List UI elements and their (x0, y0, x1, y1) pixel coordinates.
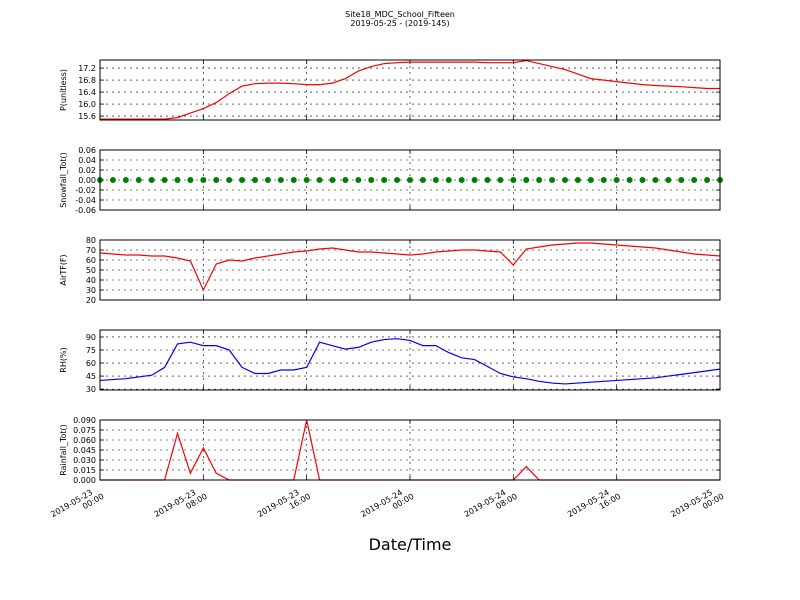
y-tick-label: 15.6 (78, 112, 96, 121)
data-point (471, 177, 478, 183)
y-tick-label: 30 (86, 286, 96, 295)
plot-frame (99, 59, 721, 121)
data-point (122, 177, 129, 183)
data-point (355, 177, 362, 183)
data-point (419, 177, 426, 183)
data-point (536, 177, 543, 183)
y-tick-label: 70 (86, 246, 96, 255)
data-point (239, 177, 246, 183)
y-tick-label: 75 (86, 346, 96, 355)
data-point (458, 177, 465, 183)
y-tick-label: 0.000 (73, 476, 96, 485)
data-point (316, 177, 323, 183)
y-tick-label: 45 (86, 372, 96, 381)
y-tick-label: -0.02 (75, 186, 96, 195)
data-point (394, 177, 401, 183)
data-point (484, 177, 491, 183)
y-tick-label: 0.00 (78, 176, 96, 185)
data-point (200, 177, 207, 183)
y-tick-label: 0.060 (73, 436, 96, 445)
data-point (510, 177, 517, 183)
data-point (277, 177, 284, 183)
figure-subtitle: 2019-05-25 - (2019-145) (350, 19, 449, 28)
y-tick-label: 16.8 (78, 76, 96, 85)
data-point (226, 177, 233, 183)
y-tick-label: 0.04 (78, 156, 96, 165)
y-tick-label: 20 (86, 296, 96, 305)
data-point (432, 177, 439, 183)
data-point (678, 177, 685, 183)
figure-title: Site18_MDC_School_Fifteen (345, 10, 455, 19)
data-point (549, 177, 556, 183)
y-tick-label: 16.0 (78, 100, 96, 109)
y-axis-label: Rainfall_Tot() (59, 424, 68, 476)
plot-frame (99, 419, 721, 481)
y-tick-label: -0.04 (75, 196, 96, 205)
data-point (652, 177, 659, 183)
data-point (303, 177, 310, 183)
y-tick-label: 0.030 (73, 456, 96, 465)
data-point (639, 177, 646, 183)
data-point (264, 177, 271, 183)
y-tick-label: 0.090 (73, 416, 96, 425)
y-tick-label: 0.02 (78, 166, 96, 175)
y-axis-label: RH(%) (59, 347, 68, 372)
y-tick-label: 80 (86, 236, 96, 245)
plot-frame (99, 239, 721, 301)
y-tick-label: 30 (86, 385, 96, 394)
data-point (407, 177, 413, 183)
data-point (135, 177, 142, 183)
data-point (109, 177, 116, 183)
data-point (562, 177, 568, 183)
y-axis-label: P(unitless) (59, 69, 68, 111)
y-tick-label: 0.075 (73, 426, 96, 435)
y-tick-label: 17.2 (78, 64, 96, 73)
data-line (99, 242, 721, 292)
y-axis-label: Snowfall_Tot() (59, 152, 68, 208)
data-point (626, 177, 633, 183)
y-tick-label: 16.4 (78, 88, 96, 97)
data-point (161, 177, 168, 183)
data-line (100, 59, 720, 120)
data-point (574, 177, 581, 183)
y-tick-label: 40 (86, 276, 96, 285)
data-line (99, 338, 721, 385)
x-axis-label: Date/Time (369, 535, 452, 554)
y-tick-label: 50 (86, 266, 96, 275)
data-point (497, 177, 504, 183)
y-tick-label: 60 (86, 359, 96, 368)
data-point (148, 177, 155, 183)
y-tick-label: 0.06 (78, 146, 96, 155)
y-tick-label: 0.045 (73, 446, 96, 455)
data-point (691, 177, 698, 183)
data-point (704, 177, 711, 183)
y-tick-label: 60 (86, 256, 96, 265)
data-point (523, 177, 530, 183)
data-point (174, 177, 181, 183)
data-point (600, 177, 607, 183)
plot-frame (99, 329, 721, 391)
data-point (329, 177, 336, 183)
y-tick-label: 0.015 (73, 466, 96, 475)
data-point (613, 177, 620, 183)
data-point (587, 177, 594, 183)
plot-frame (99, 149, 721, 211)
data-point (665, 177, 672, 183)
data-point (187, 177, 194, 183)
data-point (445, 177, 452, 183)
y-axis-label: AirTF(F) (59, 254, 68, 285)
data-point (290, 177, 297, 183)
data-point (213, 177, 220, 183)
data-point (342, 177, 349, 183)
y-tick-label: 90 (86, 333, 96, 342)
data-point (252, 177, 258, 183)
y-tick-label: -0.06 (75, 206, 96, 215)
data-point (381, 177, 388, 183)
data-point (368, 177, 375, 183)
